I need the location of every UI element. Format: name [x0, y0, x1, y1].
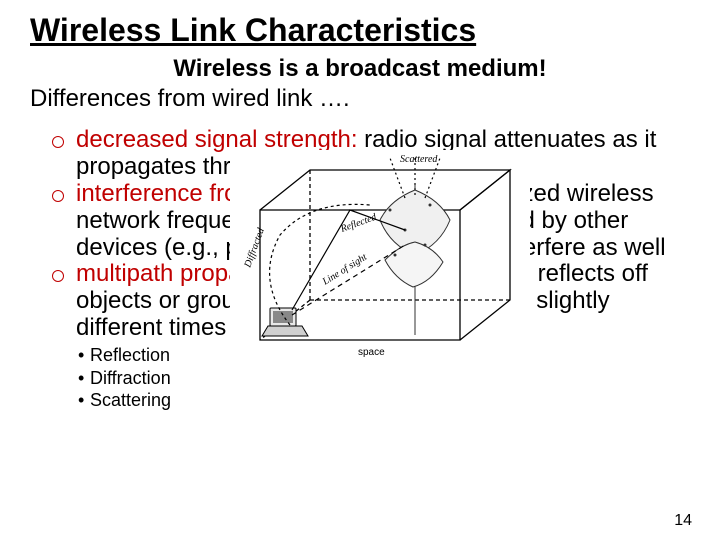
slide-title: Wireless Link Characteristics: [30, 12, 690, 49]
label-space: space: [358, 347, 385, 358]
sub-bullet: Scattering: [78, 389, 690, 412]
sub-bullet: Diffraction: [78, 367, 690, 390]
propagation-figure: Scattered Reflected Line of sight Diffra…: [230, 150, 530, 365]
page-number: 14: [674, 512, 692, 530]
slide-subtitle: Wireless is a broadcast medium!: [30, 55, 690, 83]
box-3d: [260, 170, 510, 340]
bullet-keyword: decreased signal strength:: [76, 126, 358, 153]
label-scattered: Scattered: [400, 154, 438, 165]
propagation-svg: Scattered Reflected Line of sight Diffra…: [230, 150, 530, 365]
intro-text: Differences from wired link ….: [30, 85, 690, 113]
slide: Wireless Link Characteristics Wireless i…: [0, 0, 720, 540]
